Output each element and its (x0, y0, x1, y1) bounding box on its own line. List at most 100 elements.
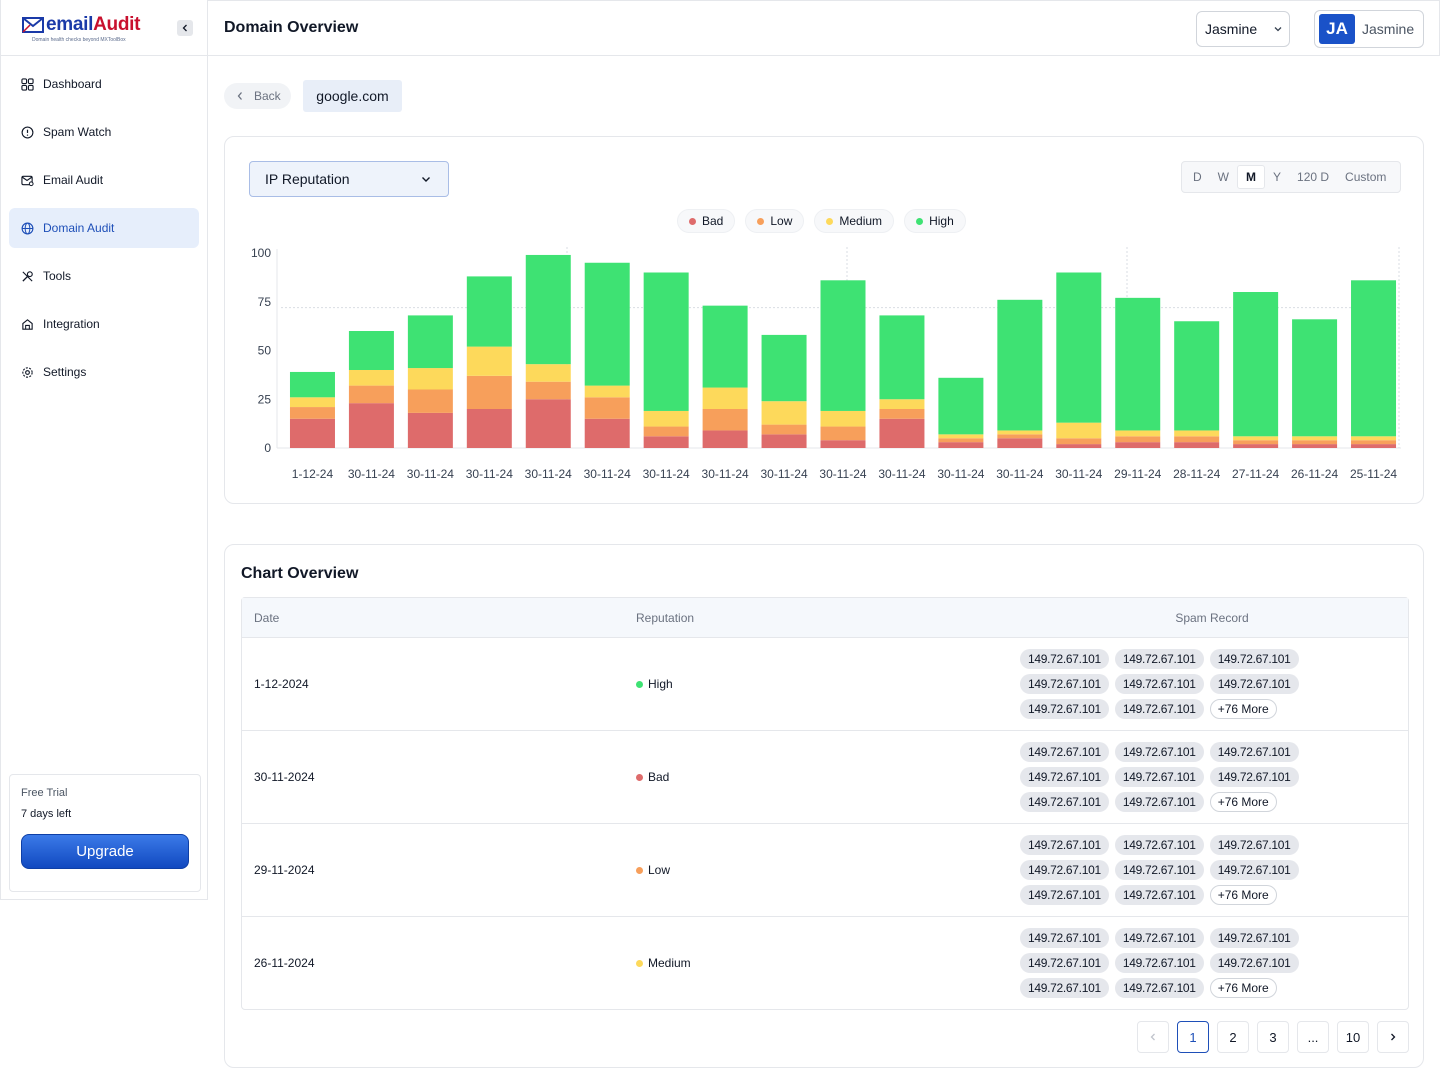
sidebar-item-tools[interactable]: Tools (9, 256, 199, 296)
ip-chip: 149.72.67.101 (1209, 928, 1299, 948)
bar-segment-medium (761, 401, 807, 425)
overview-title: Chart Overview (241, 565, 359, 582)
reputation-dot (636, 959, 643, 967)
chevron-left-icon (237, 92, 242, 100)
top-header: Domain Overview Jasmine JA Jasmine (208, 0, 1440, 56)
range-120d-button[interactable]: 120 D (1297, 170, 1330, 184)
bar-segment-medium (1351, 436, 1397, 441)
bar-segment-bad (1233, 444, 1279, 448)
ip-chip: 149.72.67.101 (1020, 742, 1109, 762)
page-title: Domain Overview (224, 19, 359, 36)
globe-icon (21, 222, 34, 234)
legend-item-low[interactable]: Low (745, 209, 805, 233)
column-header-spam-record: Spam Record (1175, 610, 1249, 625)
range-y-button[interactable]: Y (1273, 170, 1282, 184)
x-tick-label: 26-11-24 (1291, 467, 1338, 481)
bar-segment-low (1115, 436, 1161, 443)
bar-segment-high (938, 377, 984, 435)
more-ips-button[interactable]: +76 More (1209, 885, 1277, 905)
bar-segment-bad (820, 440, 866, 448)
legend-item-bad[interactable]: Bad (677, 209, 736, 233)
reputation-dot (636, 866, 643, 874)
x-tick-label: 30-11-24 (1055, 467, 1102, 481)
range-d-button[interactable]: D (1193, 170, 1202, 184)
metric-select[interactable]: IP Reputation (249, 161, 449, 197)
free-trial-card: Free Trial 7 days left Upgrade (9, 774, 201, 892)
more-ips-button[interactable]: +76 More (1209, 699, 1277, 719)
page-button-3[interactable]: 3 (1257, 1021, 1289, 1053)
page-button-10[interactable]: 10 (1337, 1021, 1369, 1053)
sidebar-item-label: Email Audit (43, 173, 104, 187)
legend-item-medium[interactable]: Medium (814, 209, 895, 233)
back-button[interactable]: Back (224, 83, 291, 109)
column-header-reputation: Reputation (636, 610, 695, 625)
bar-segment-medium (348, 370, 394, 386)
sidebar-nav: Dashboard Spam Watch Email Audit Domain … (1, 56, 207, 392)
chevron-down-icon (422, 177, 430, 182)
y-tick-label: 100 (251, 246, 271, 260)
ip-chip: 149.72.67.101 (1114, 928, 1204, 948)
bar-segment-high (702, 305, 748, 388)
ip-chip: 149.72.67.101 (1114, 792, 1204, 812)
next-page-button[interactable] (1377, 1021, 1409, 1053)
row-spam-records: 149.72.67.101 149.72.67.101 149.72.67.101 1… (1020, 928, 1390, 998)
sidebar-item-integration[interactable]: Integration (9, 304, 199, 344)
bar-segment-medium (1174, 430, 1220, 437)
range-w-button[interactable]: W (1217, 170, 1229, 184)
x-tick-label: 27-11-24 (1232, 467, 1279, 481)
chart-legend: Bad Low Medium High (677, 209, 966, 233)
page-button-2[interactable]: 2 (1217, 1021, 1249, 1053)
table-body: 1-12-2024 High 149.72.67.101 149.72.67.101 1… (242, 638, 1408, 1009)
upgrade-button[interactable]: Upgrade (21, 834, 189, 869)
x-tick-label: 29-11-24 (1114, 467, 1161, 481)
sidebar-item-dashboard[interactable]: Dashboard (9, 64, 199, 104)
logo[interactable]: emailAudit Domain health checks beyond M… (22, 14, 140, 43)
bar-segment-bad (1292, 444, 1338, 448)
more-ips-button[interactable]: +76 More (1209, 978, 1277, 998)
bar-segment-bad (289, 418, 335, 448)
sidebar-item-email-audit[interactable]: Email Audit (9, 160, 199, 200)
sidebar-item-spam-watch[interactable]: Spam Watch (9, 112, 199, 152)
bar-segment-high (584, 262, 630, 386)
sidebar-item-settings[interactable]: Settings (9, 352, 199, 392)
bar-segment-medium (1233, 436, 1279, 441)
legend-dot (826, 217, 834, 225)
ip-chip: 149.72.67.101 (1020, 674, 1109, 694)
bar-segment-medium (1292, 436, 1338, 441)
user-select-value: Jasmine (1205, 21, 1258, 37)
reputation-label: Bad (648, 770, 670, 784)
bar-segment-medium (879, 399, 925, 409)
prev-page-button[interactable] (1137, 1021, 1169, 1053)
sidebar-item-label: Spam Watch (43, 125, 112, 139)
user-select-dropdown[interactable]: Jasmine (1196, 11, 1290, 47)
sidebar-item-label: Tools (43, 269, 72, 283)
legend-dot (757, 217, 765, 225)
bar-segment-high (525, 254, 571, 365)
bar-segment-low (1174, 436, 1220, 443)
sidebar-collapse-button[interactable] (177, 20, 193, 36)
bar-segment-high (289, 371, 335, 398)
bar-segment-high (1056, 272, 1102, 423)
profile-menu[interactable]: JA Jasmine (1314, 10, 1424, 48)
x-tick-label: 30-11-24 (996, 467, 1043, 481)
reputation-dot (636, 773, 643, 781)
more-ips-button[interactable]: +76 More (1209, 792, 1277, 812)
page-button-1[interactable]: 1 (1177, 1021, 1209, 1053)
ip-chip: 149.72.67.101 (1209, 649, 1299, 669)
x-tick-label: 25-11-24 (1350, 467, 1397, 481)
metric-select-value: IP Reputation (265, 171, 350, 187)
chevron-down-icon (1274, 27, 1282, 32)
ip-chip: 149.72.67.101 (1114, 860, 1204, 880)
sidebar-item-label: Settings (43, 365, 87, 379)
sidebar-item-domain-audit[interactable]: Domain Audit (9, 208, 199, 248)
legend-label: Low (770, 214, 793, 228)
ip-chip: 149.72.67.101 (1020, 885, 1109, 905)
legend-item-high[interactable]: High (904, 209, 966, 233)
table-header: Date Reputation Spam Record (242, 598, 1408, 638)
bar-segment-low (1351, 440, 1397, 445)
pagination: 1 2 3 ... 10 (1137, 1021, 1409, 1053)
bar-segment-bad (525, 399, 571, 448)
range-custom-button[interactable]: Custom (1345, 170, 1387, 184)
range-m-button[interactable]: M (1237, 165, 1265, 189)
bar-segment-bad (643, 436, 689, 448)
